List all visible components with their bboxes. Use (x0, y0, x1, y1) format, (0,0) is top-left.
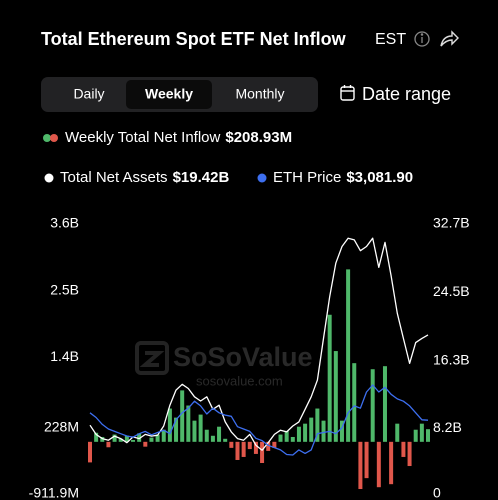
bar (413, 429, 418, 442)
bar (296, 426, 301, 442)
y-tick-label: 1.4B (50, 348, 79, 364)
legend-entry: Total Net Assets $19.42B (60, 169, 229, 186)
bar (401, 441, 406, 457)
bar (149, 437, 154, 442)
bar (167, 408, 172, 442)
bar (389, 441, 394, 485)
bar (186, 405, 191, 442)
bar (247, 441, 252, 450)
share-icon[interactable] (440, 30, 459, 47)
timezone[interactable]: EST (375, 31, 406, 48)
legend-label: ETH Price (273, 169, 341, 186)
title: Total Ethereum Spot ETF Net Inflow (41, 29, 347, 49)
legend-swatch (43, 134, 51, 142)
line-series (89, 384, 429, 456)
legend-label: Total Net Assets (60, 169, 168, 186)
bar (266, 441, 271, 451)
legend-value: $208.93M (225, 129, 292, 146)
bar (333, 351, 338, 442)
bar (290, 436, 295, 442)
info-icon[interactable] (414, 31, 430, 47)
bar (407, 441, 412, 467)
bar (352, 363, 357, 442)
bar (315, 408, 320, 442)
bar (100, 436, 105, 442)
bar (327, 314, 332, 442)
tab-selected-bg (126, 80, 212, 109)
bar (339, 420, 344, 442)
bar (364, 441, 369, 479)
bar (192, 420, 197, 442)
legend-swatch (257, 173, 267, 183)
calendar-icon[interactable] (340, 85, 355, 101)
bar (260, 441, 265, 464)
bar (253, 441, 258, 454)
bar (309, 417, 314, 442)
bar (358, 441, 363, 490)
bar (112, 434, 117, 442)
bar (210, 435, 215, 442)
legend-label: Weekly Total Net Inflow (65, 129, 221, 146)
bar (223, 438, 228, 442)
bar (235, 441, 240, 460)
y-tick-label: 3.6B (50, 215, 79, 231)
y2-tick-label: 32.7B (433, 215, 470, 231)
bar (303, 423, 308, 442)
bar (346, 269, 351, 442)
bar (143, 441, 148, 447)
bar (284, 430, 289, 442)
bar (124, 435, 129, 442)
bar (106, 441, 111, 448)
bar (229, 441, 234, 448)
bar (161, 429, 166, 442)
bar (155, 434, 160, 442)
bar (137, 433, 142, 442)
y2-tick-label: 24.5B (433, 283, 470, 299)
bar (419, 423, 424, 442)
bar (278, 434, 283, 442)
tab[interactable]: Monthly (235, 86, 284, 102)
line-series (89, 237, 429, 451)
tab[interactable]: Weekly (145, 86, 193, 102)
bar (94, 432, 99, 442)
bar (198, 414, 203, 442)
legend-swatch (44, 173, 54, 183)
bar (370, 369, 375, 442)
y-tick-label: 228M (44, 419, 79, 435)
date-range-button[interactable]: Date range (362, 84, 451, 104)
bar (376, 441, 381, 488)
bar (118, 438, 123, 442)
bar (204, 429, 209, 442)
y2-tick-label: 16.3B (433, 352, 470, 368)
bar (395, 423, 400, 442)
bar (272, 441, 277, 448)
bar (382, 366, 387, 442)
legend-swatch (50, 134, 58, 142)
legend-value: $3,081.90 (346, 169, 413, 186)
watermark-url: sosovalue.com (196, 373, 283, 388)
bar (174, 417, 179, 442)
bar (180, 390, 185, 442)
tab[interactable]: Daily (73, 86, 104, 102)
bar (321, 420, 326, 442)
bar (217, 426, 222, 442)
bar (241, 441, 246, 457)
bar (426, 429, 430, 442)
legend-value: $19.42B (173, 169, 230, 186)
bar (131, 440, 136, 442)
legend-entry: ETH Price $3,081.90 (273, 169, 413, 186)
legend-entry: Weekly Total Net Inflow $208.93M (65, 129, 292, 146)
y2-tick-label: 8.2B (433, 419, 462, 435)
y2-tick-label: 0 (433, 485, 441, 500)
y-tick-label: 2.5B (50, 281, 79, 297)
watermark-brand: SoSoValue (173, 342, 313, 372)
bar (88, 441, 92, 463)
y-tick-label: -911.9M (29, 485, 79, 500)
